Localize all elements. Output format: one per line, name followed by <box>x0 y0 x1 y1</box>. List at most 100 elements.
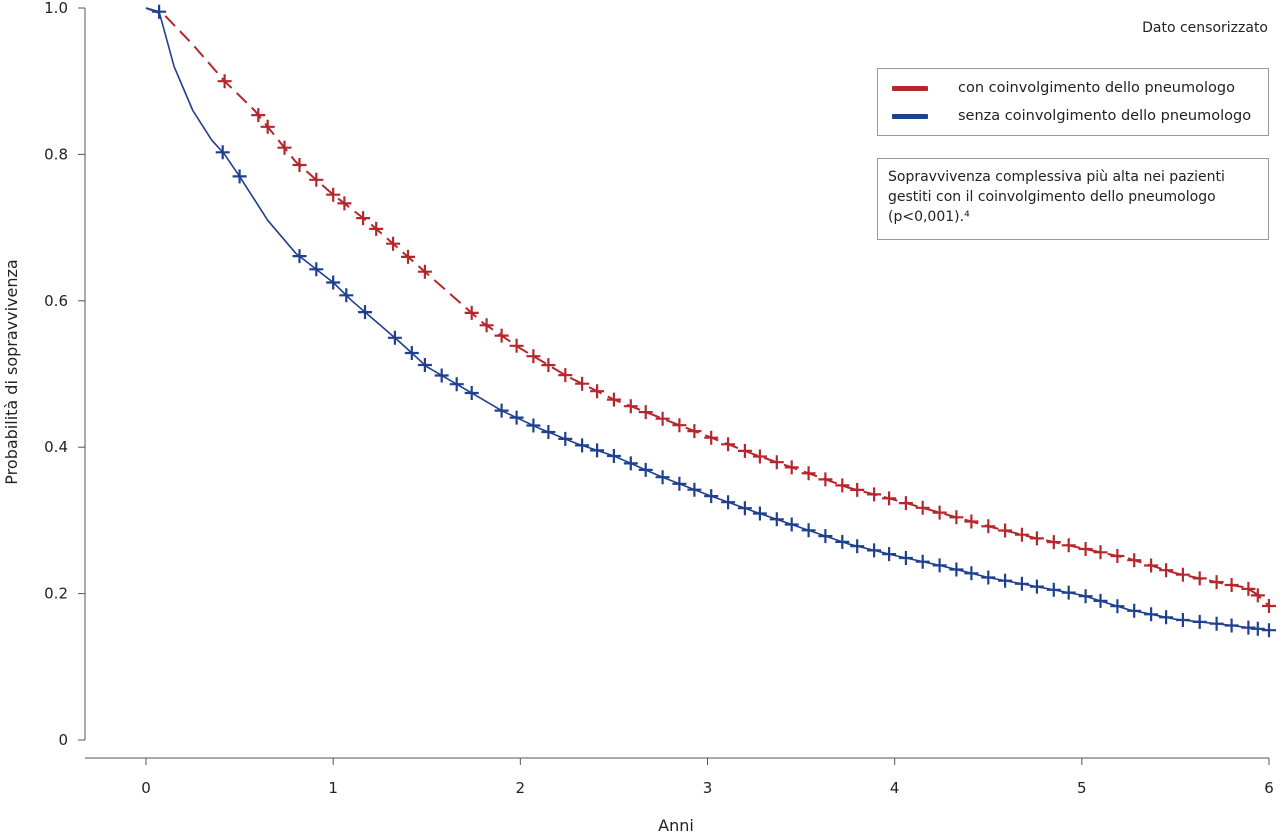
x-axis-title: Anni <box>658 816 694 835</box>
censor-mark <box>356 211 371 226</box>
censor-mark <box>1078 542 1093 556</box>
censor-mark <box>558 368 573 383</box>
censor-mark <box>704 430 719 445</box>
y-tick-label: 0.8 <box>44 145 68 163</box>
censor-mark <box>981 519 996 534</box>
x-tick-label: 2 <box>516 779 526 797</box>
censored-data-note: Dato censorizzato <box>1142 20 1268 36</box>
censor-mark <box>1144 607 1159 622</box>
censor-mark <box>526 418 541 433</box>
censor-mark <box>215 145 230 160</box>
censor-mark <box>1110 549 1125 563</box>
censor-mark <box>1192 614 1207 629</box>
censor-mark <box>1110 599 1125 614</box>
censor-mark <box>882 491 897 506</box>
censor-mark <box>949 562 964 577</box>
censor-mark <box>251 108 266 123</box>
censor-mark <box>638 462 653 477</box>
censor-mark <box>752 449 767 464</box>
censor-mark <box>687 482 702 497</box>
y-tick-label: 0.2 <box>44 585 68 603</box>
censor-mark <box>1093 545 1108 560</box>
x-tick-label: 5 <box>1077 779 1087 797</box>
censor-mark <box>509 338 524 353</box>
censor-mark <box>575 438 590 453</box>
censor-mark <box>417 264 432 279</box>
censor-mark <box>464 386 479 400</box>
censor-mark <box>721 437 736 452</box>
censor-mark <box>1029 531 1044 546</box>
censor-mark <box>737 443 752 458</box>
censor-mark <box>623 399 638 414</box>
censor-mark <box>417 358 432 372</box>
censor-mark <box>590 443 605 458</box>
legend-swatch-red <box>892 85 928 91</box>
censor-mark <box>277 140 292 155</box>
censor-mark <box>541 425 556 439</box>
censor-mark <box>558 431 573 446</box>
series-layer <box>145 4 1276 638</box>
legend-label: con coinvolgimento dello pneumologo <box>958 80 1235 96</box>
censor-mark <box>704 489 719 504</box>
x-tick-label: 4 <box>890 779 900 797</box>
censor-mark <box>949 510 964 525</box>
censor-mark <box>309 172 324 187</box>
censor-mark <box>494 328 509 343</box>
censor-mark <box>818 472 833 487</box>
x-tick-label: 0 <box>141 779 151 797</box>
y-axis-title: Probabilità di sopravvivenza <box>2 259 21 484</box>
annotation-box: Sopravvivenza complessiva più alta nei p… <box>877 158 1269 240</box>
legend-item-without-pulmonologist: senza coinvolgimento dello pneumologo <box>892 105 1251 127</box>
censor-mark <box>479 318 494 333</box>
censor-mark <box>386 236 401 251</box>
censor-mark <box>1014 527 1029 542</box>
censor-mark <box>850 482 865 497</box>
censor-mark <box>494 403 509 418</box>
censor-mark <box>606 449 621 463</box>
censor-mark <box>915 554 930 569</box>
censor-mark <box>1224 578 1239 592</box>
censor-mark <box>1061 538 1076 553</box>
censor-mark <box>1192 571 1207 586</box>
series-0 <box>145 7 1276 613</box>
censor-mark <box>801 523 816 538</box>
axes: 0 0.2 0.4 0.6 0.8 1.0 0 1 2 3 4 5 6 <box>44 0 1274 797</box>
censor-mark <box>1175 613 1190 627</box>
censor-mark <box>898 551 913 565</box>
legend: con coinvolgimento dello pneumologo senz… <box>877 68 1269 136</box>
censor-mark <box>882 547 897 562</box>
censor-mark <box>1093 593 1108 608</box>
censor-mark <box>801 466 816 481</box>
censor-mark <box>401 249 415 264</box>
censor-mark <box>232 169 247 184</box>
y-tick-label: 0.4 <box>44 438 68 456</box>
censor-mark <box>655 411 670 426</box>
legend-item-with-pulmonologist: con coinvolgimento dello pneumologo <box>892 77 1235 99</box>
x-tick-label: 1 <box>328 779 338 797</box>
censor-mark <box>1224 618 1239 633</box>
censor-mark <box>1078 589 1093 604</box>
censor-mark <box>1262 599 1276 613</box>
censor-mark <box>915 500 930 515</box>
x-tick-label: 6 <box>1264 779 1274 797</box>
censor-mark <box>292 249 307 264</box>
censor-mark <box>998 573 1013 588</box>
censor-mark <box>835 478 850 493</box>
censor-mark <box>687 424 702 439</box>
censor-mark <box>1014 576 1029 591</box>
censor-mark <box>590 384 605 399</box>
censor-mark <box>1159 563 1174 578</box>
censor-mark <box>867 543 882 558</box>
y-tick-label: 1.0 <box>44 0 68 17</box>
censor-mark <box>1127 603 1142 618</box>
censor-mark <box>449 377 464 392</box>
censor-mark <box>260 119 275 134</box>
censor-mark <box>387 330 402 345</box>
censor-mark <box>1250 588 1265 603</box>
x-tick-label: 3 <box>703 779 713 797</box>
censor-mark <box>541 358 556 373</box>
censor-mark <box>1209 575 1224 590</box>
censor-mark <box>369 221 384 236</box>
censor-mark <box>932 558 947 573</box>
